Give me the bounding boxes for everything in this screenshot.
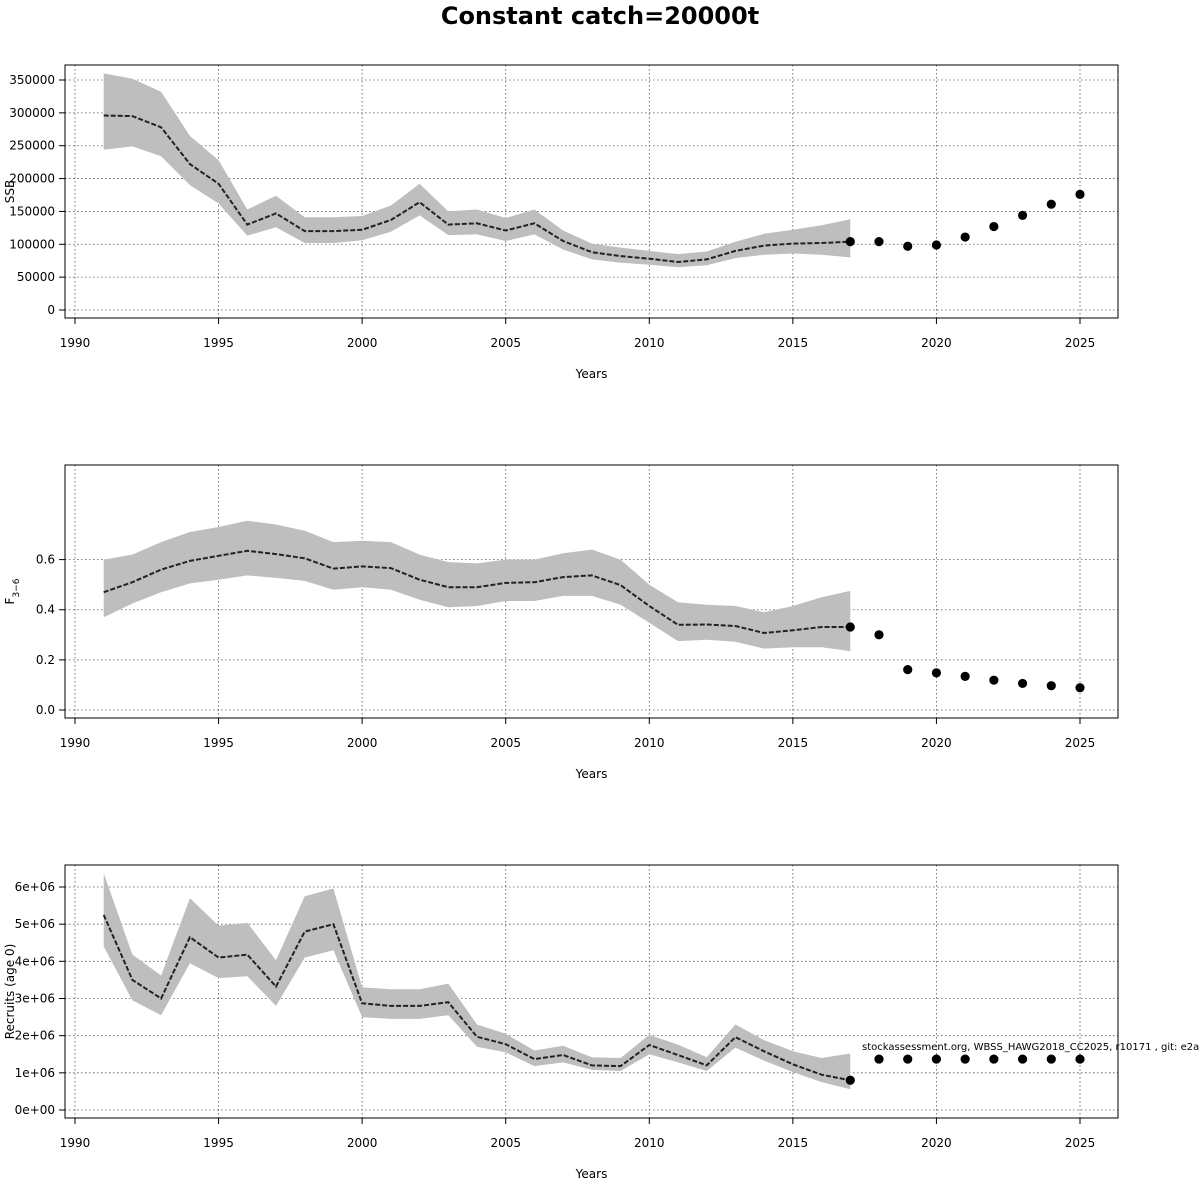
ssb-forecast-point-2018 [874, 237, 884, 247]
recruits-xtick-label: 2000 [347, 1136, 378, 1150]
ssb-xtick-label: 2000 [347, 336, 378, 350]
f-ytick-label: 0.0 [36, 703, 55, 717]
ssb-y-axis-title: SSB [3, 180, 17, 203]
ssb-xtick-label: 2010 [634, 336, 665, 350]
recruits-forecast-point-2019 [903, 1054, 913, 1064]
ssb-ytick-label: 350000 [9, 73, 55, 87]
ssb-ytick-label: 100000 [9, 237, 55, 251]
recruits-xtick-label: 1995 [203, 1136, 234, 1150]
ssb-forecast-point-2025 [1075, 189, 1085, 199]
ssb-xtick-label: 2020 [921, 336, 952, 350]
f-plot-frame [64, 464, 1119, 719]
ssb-forecast-point-2023 [1017, 210, 1028, 220]
f-forecast-point-2025 [1075, 683, 1085, 693]
f-xtick-label: 2020 [921, 736, 952, 750]
f-ytick-label: 0.6 [36, 553, 55, 567]
f-y-axis-subscript: 3−6 [12, 578, 22, 597]
recruits-forecast-point-2020 [931, 1054, 942, 1064]
footnote: stockassessment.org, WBSS_HAWG2018_CC202… [862, 1042, 1200, 1053]
f-forecast-point-2017 [845, 622, 855, 632]
f-confidence-band [103, 520, 851, 652]
recruits-xtick-label: 2020 [921, 1136, 952, 1150]
recruits-forecast-point-2025 [1075, 1054, 1085, 1064]
ssb-forecast-point-2022 [989, 221, 999, 232]
f-forecast-point-2019 [903, 665, 913, 675]
f-forecast-point-2024 [1046, 681, 1056, 691]
recruits-y-axis-title: Recruits (age 0) [3, 944, 17, 1040]
f-forecast-point-2021 [960, 671, 970, 682]
ssb-x-axis-title: Years [575, 367, 608, 381]
ssb-forecast-point-2017 [845, 237, 855, 247]
f-xtick-label: 1995 [203, 736, 234, 750]
ssb-xtick-label: 2005 [490, 336, 521, 350]
f-xtick-label: 2010 [634, 736, 665, 750]
f-forecast-point-2022 [989, 675, 999, 685]
recruits-forecast-point-2024 [1046, 1054, 1056, 1064]
f-estimate-line [103, 549, 851, 635]
ssb-forecast-point-2019 [903, 241, 913, 251]
ssb-forecast-point-2020 [931, 240, 942, 250]
ssb-plot-frame [64, 64, 1119, 319]
ssb-ytick-label: 250000 [9, 139, 55, 153]
ssb-ytick-label: 0 [47, 303, 55, 317]
recruits-xtick-label: 2010 [634, 1136, 665, 1150]
f-forecast-point-2023 [1017, 678, 1028, 689]
ssb-forecast-point-2021 [960, 232, 970, 242]
recruits-ytick-label: 0e+00 [15, 1103, 55, 1117]
f-ytick-label: 0.4 [36, 603, 55, 617]
f-y-axis-title: F3−6 [3, 578, 22, 604]
f-forecast-point-2020 [931, 668, 942, 678]
recruits-ytick-label: 2e+06 [15, 1029, 55, 1043]
recruits-ytick-label: 4e+06 [15, 954, 55, 968]
recruits-xtick-label: 2005 [490, 1136, 521, 1150]
ssb-xtick-label: 2015 [778, 336, 809, 350]
recruits-forecast-point-2018 [874, 1054, 884, 1064]
recruits-panel: 1990 1995 2000 2005 2010 2015 2020 2025 Years 0e+… [3, 864, 1119, 1181]
ssb-xtick-label: 2025 [1065, 336, 1096, 350]
recruits-xtick-label: 2025 [1065, 1136, 1096, 1150]
ssb-confidence-band [103, 73, 851, 268]
recruits-confidence-band [103, 873, 851, 1090]
recruits-forecast-point-2023 [1017, 1054, 1028, 1064]
f-xtick-label: 2000 [347, 736, 378, 750]
recruits-x-axis-title: Years [575, 1167, 608, 1181]
recruits-forecast-point-2021 [960, 1054, 970, 1064]
recruits-ytick-label: 6e+06 [15, 880, 55, 894]
recruits-ytick-label: 1e+06 [15, 1066, 55, 1080]
ssb-ytick-label: 50000 [17, 270, 55, 284]
recruits-plot-frame [64, 864, 1119, 1119]
f-xtick-label: 1990 [60, 736, 91, 750]
ssb-ytick-label: 200000 [9, 172, 55, 186]
f-x-axis-title: Years [575, 767, 608, 781]
chart-title: Constant catch=20000t [440, 2, 760, 30]
recruits-xtick-label: 2015 [778, 1136, 809, 1150]
ssb-forecast-point-2024 [1046, 199, 1056, 209]
recruits-estimate-line [102, 914, 851, 1082]
recruits-ytick-label: 3e+06 [15, 992, 55, 1006]
recruits-xtick-label: 1990 [60, 1136, 91, 1150]
f-xtick-label: 2025 [1065, 736, 1096, 750]
recruits-forecast-point-2022 [989, 1054, 999, 1064]
ssb-ytick-label: 300000 [9, 106, 55, 120]
f-xtick-label: 2015 [778, 736, 809, 750]
recruits-forecast-point-2017 [845, 1075, 855, 1085]
ssb-ytick-label: 150000 [9, 204, 55, 218]
f-xtick-label: 2005 [490, 736, 521, 750]
f-ytick-label: 0.2 [36, 653, 55, 667]
ssb-xtick-label: 1990 [60, 336, 91, 350]
recruits-ytick-label: 5e+06 [15, 917, 55, 931]
ssb-estimate-line [103, 114, 851, 264]
ssb-panel: 1990 1995 2000 2005 2010 2015 2020 2025 Years 0 50… [3, 64, 1119, 381]
f-forecast-point-2018 [874, 630, 884, 640]
ssb-xtick-label: 1995 [203, 336, 234, 350]
f-panel: 1990 1995 2000 2005 2010 2015 2020 2025 Years 0.0… [3, 464, 1119, 781]
